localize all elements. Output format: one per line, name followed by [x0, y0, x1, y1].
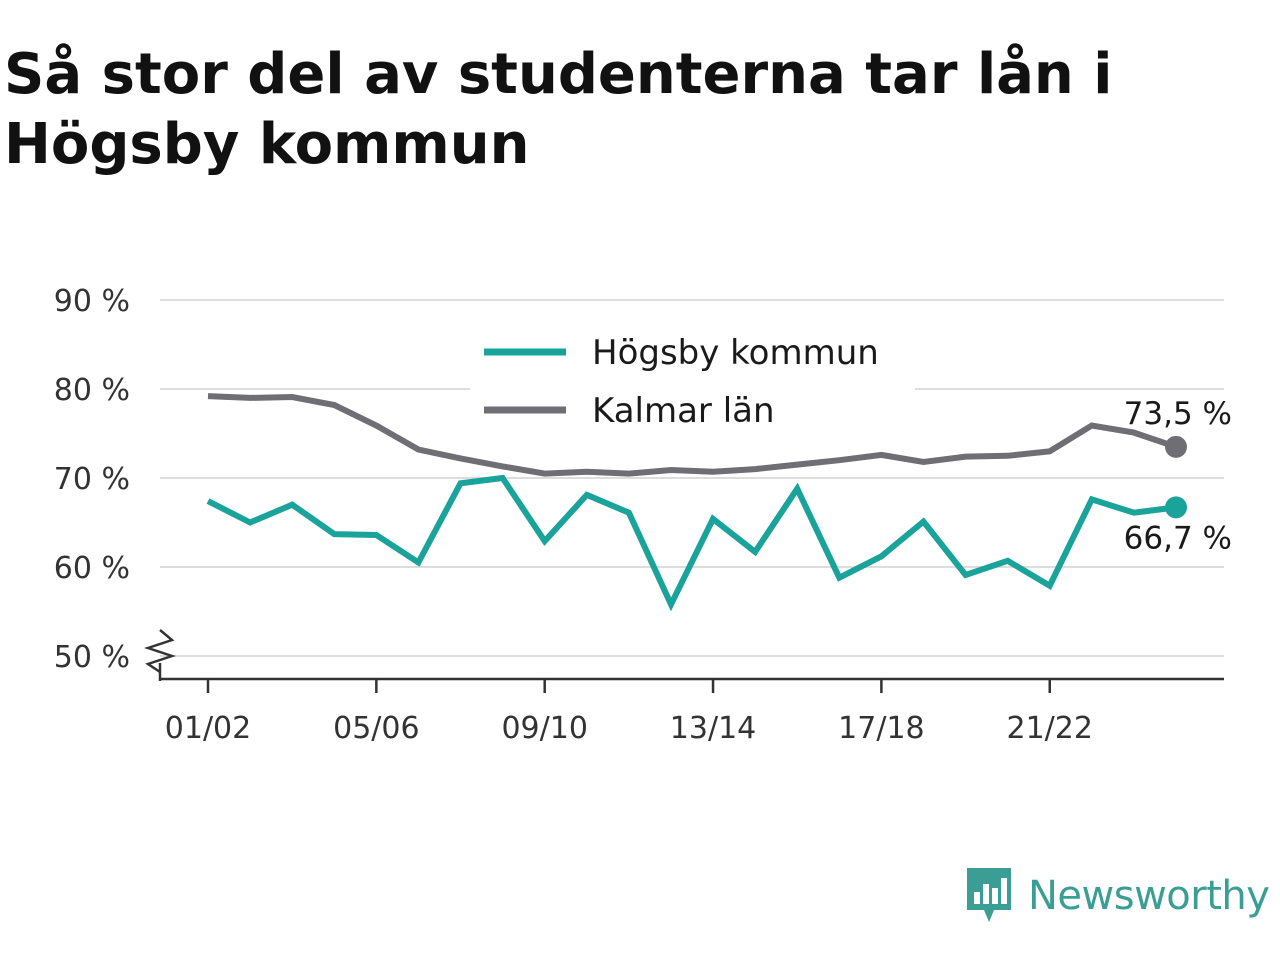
y-tick-label: 50 %: [54, 640, 130, 675]
x-tick-label: 21/22: [1007, 711, 1093, 746]
series-end-marker: [1165, 435, 1187, 458]
series-end-label: 66,7 %: [1124, 520, 1232, 556]
series-end-label: 73,5 %: [1124, 396, 1232, 432]
x-tick-label: 05/06: [333, 711, 419, 746]
y-tick-label: 70 %: [54, 462, 130, 497]
y-tick-label: 80 %: [54, 373, 130, 408]
x-axis: [144, 629, 1224, 681]
y-axis-ticks: 50 % 60 % 70 % 80 % 90 %: [54, 284, 130, 675]
series-end-marker: [1165, 496, 1187, 519]
x-axis-ticks: 01/02 05/06 09/10 13/14 17/18 21/22: [165, 679, 1093, 746]
x-tick-label: 09/10: [501, 711, 587, 746]
brand-logo: Newsworthy: [964, 864, 1270, 928]
grid-lines: [160, 299, 1224, 657]
y-tick-label: 60 %: [54, 551, 130, 586]
x-tick-label: 17/18: [838, 711, 924, 746]
axis-break-icon: [144, 629, 176, 674]
series-lines: [206, 393, 1177, 612]
series-line-1: [207, 393, 1177, 477]
newsworthy-logo-icon: [967, 868, 1011, 922]
x-tick-label: 13/14: [670, 711, 756, 746]
series-end-markers: 66,7 % 73,5 %: [1121, 393, 1235, 560]
legend-label-hogsby: Högsby kommun: [592, 333, 879, 373]
legend-background: [470, 325, 915, 445]
chart-title: Så stor del av studenterna tar lån i Hög…: [4, 42, 1113, 177]
legend-label-kalmar: Kalmar län: [592, 391, 775, 431]
x-tick-label: 01/02: [165, 711, 251, 746]
y-tick-label: 90 %: [54, 284, 130, 319]
brand-name: Newsworthy: [1028, 873, 1270, 919]
legend: Högsby kommun Kalmar län: [470, 325, 915, 445]
series-line-0: [206, 474, 1177, 612]
